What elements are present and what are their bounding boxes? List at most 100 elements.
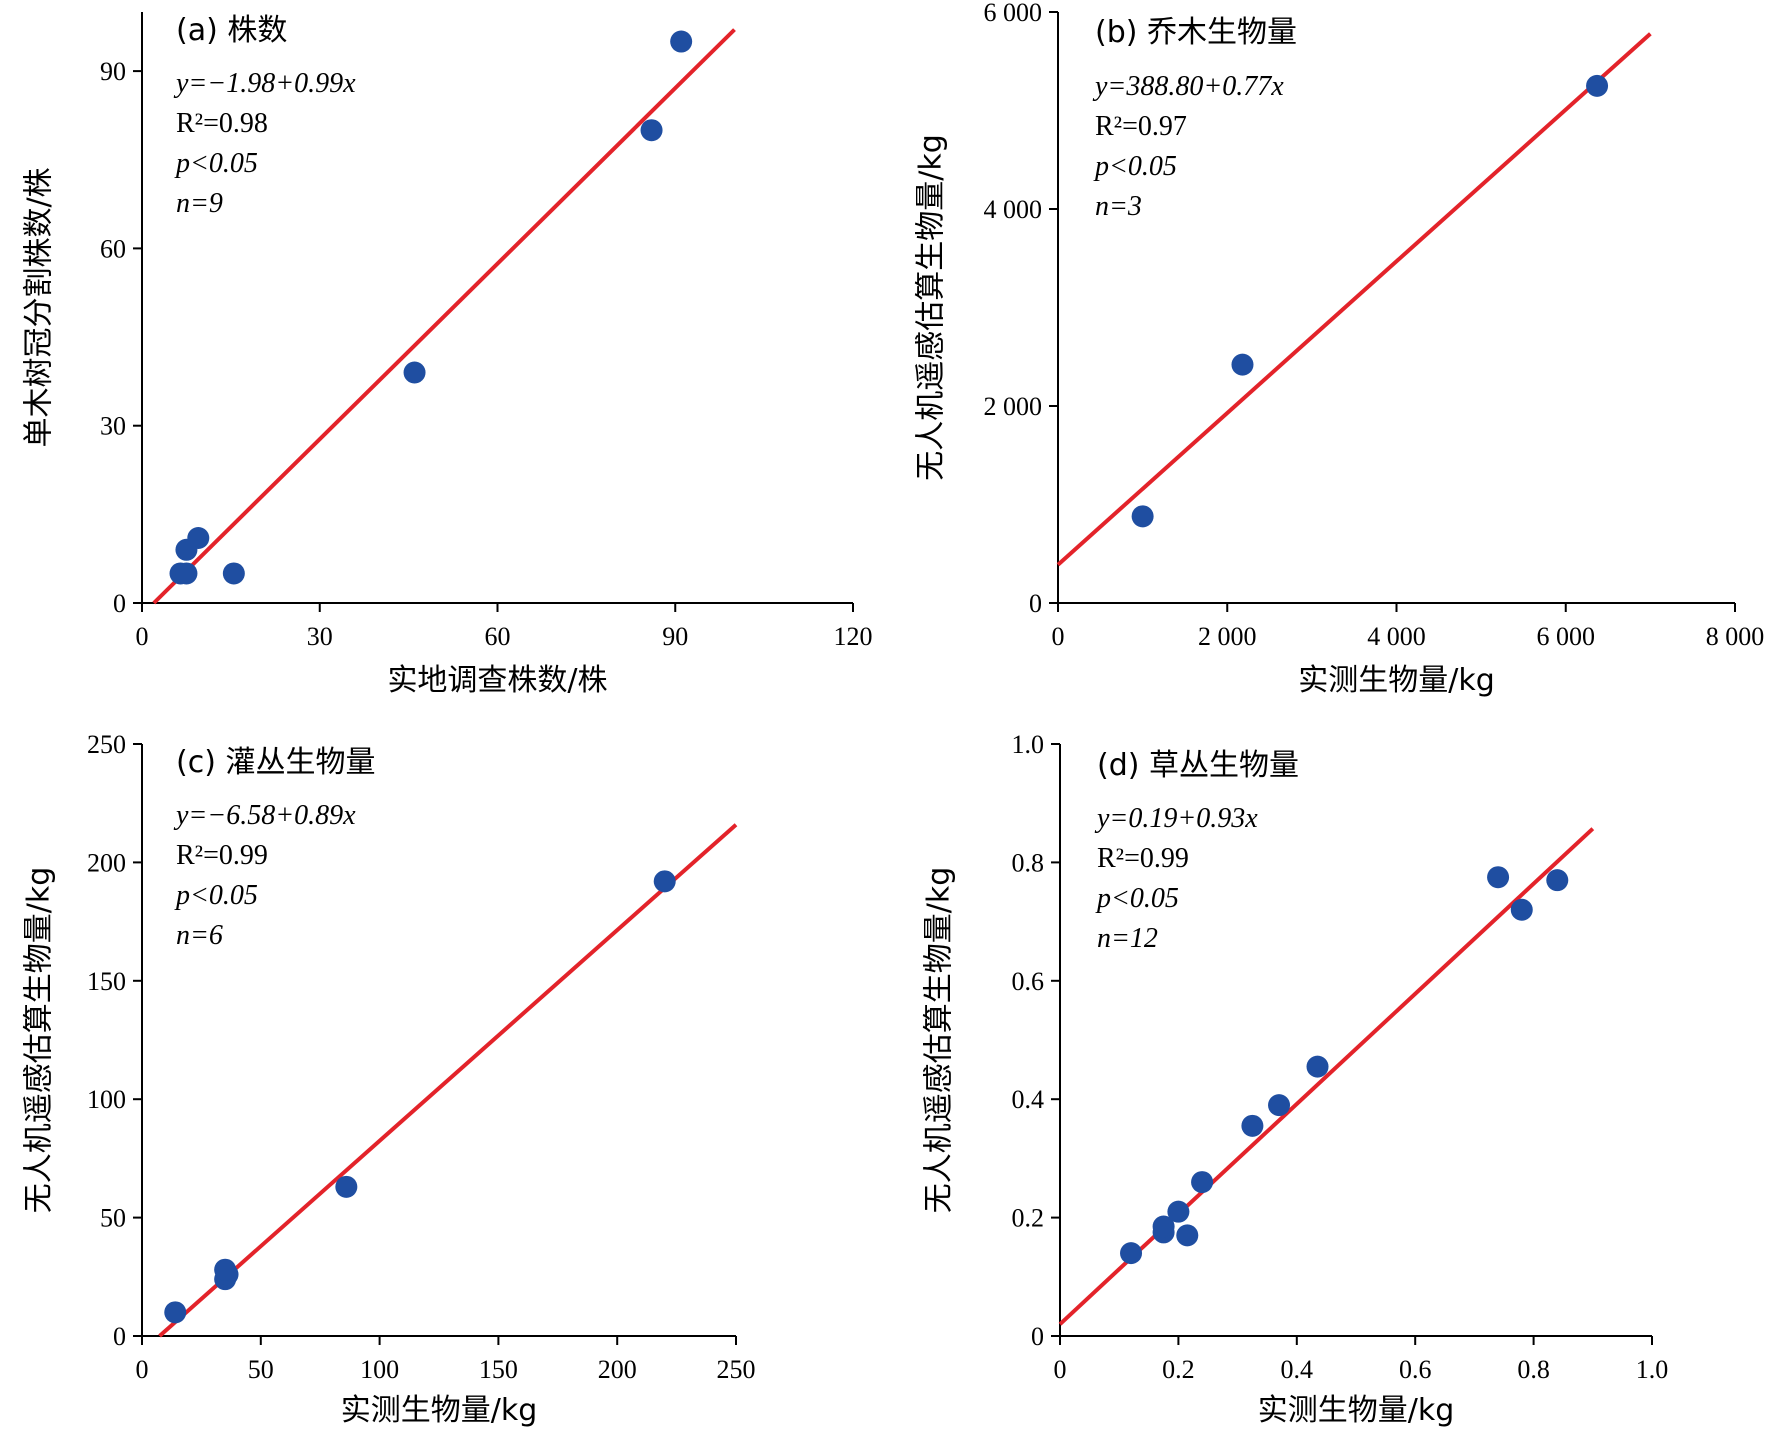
data-point bbox=[1306, 1055, 1329, 1078]
x-tick-label: 1.0 bbox=[1636, 1355, 1669, 1384]
y-axis-title: 无人机遥感估算生物量/kg bbox=[914, 134, 949, 481]
x-tick-label: 4 000 bbox=[1367, 622, 1426, 651]
y-tick-label: 200 bbox=[87, 848, 126, 877]
stat-p: p<0.05 bbox=[174, 880, 258, 911]
y-tick-label: 100 bbox=[87, 1085, 126, 1114]
x-tick-label: 0.6 bbox=[1399, 1355, 1432, 1384]
data-point bbox=[1131, 505, 1154, 528]
x-tick-label: 6 000 bbox=[1537, 622, 1596, 651]
data-point bbox=[670, 30, 693, 53]
x-tick-label: 0.8 bbox=[1517, 1355, 1550, 1384]
x-tick-label: 90 bbox=[662, 622, 688, 651]
y-axis-title: 无人机遥感估算生物量/kg bbox=[922, 867, 957, 1214]
y-tick-label: 0.8 bbox=[1012, 848, 1045, 877]
stat-r2: R²=0.98 bbox=[176, 108, 268, 139]
x-tick-label: 30 bbox=[307, 622, 333, 651]
panel-d: 0 0.2 0.4 0.6 0.8 1.0 0 0.2 0.4 0.6 0.8 1.0 实测生物量/kg… bbox=[922, 730, 1669, 1428]
data-point bbox=[214, 1258, 237, 1281]
x-axis-title: 实测生物量/kg bbox=[1258, 1393, 1455, 1428]
x-axis-title: 实测生物量/kg bbox=[1298, 663, 1495, 698]
data-point bbox=[1268, 1094, 1291, 1117]
panel-c: 0 50 100 150 200 250 0 50 100 150 200 250 实测生物量/kg 无人… bbox=[22, 730, 756, 1428]
stat-p: p<0.05 bbox=[1093, 151, 1177, 182]
x-tick-label: 0 bbox=[1054, 1355, 1067, 1384]
data-point bbox=[1510, 898, 1533, 921]
panel-a: 0 30 60 90 120 0 30 60 90 实地调查株数/株 单木树冠分割株数/株 (a) 株… bbox=[22, 12, 873, 698]
y-tick-label: 30 bbox=[100, 412, 126, 441]
stat-n: n=9 bbox=[176, 188, 223, 219]
stat-equation: y=388.80+0.77x bbox=[1092, 71, 1284, 102]
x-tick-label: 0 bbox=[136, 1355, 149, 1384]
data-point bbox=[1231, 353, 1254, 376]
stat-n: n=3 bbox=[1095, 191, 1142, 222]
y-tick-label: 50 bbox=[100, 1204, 126, 1233]
x-tick-label: 120 bbox=[834, 622, 873, 651]
y-tick-label: 60 bbox=[100, 234, 126, 263]
stat-p: p<0.05 bbox=[174, 148, 258, 179]
data-point bbox=[403, 361, 426, 384]
x-tick-label: 0 bbox=[136, 622, 149, 651]
stat-equation: y=−1.98+0.99x bbox=[173, 68, 356, 99]
data-point bbox=[222, 562, 245, 585]
stat-r2: R²=0.99 bbox=[1097, 843, 1189, 874]
data-point bbox=[1176, 1224, 1199, 1247]
panel-title: (d) 草丛生物量 bbox=[1097, 748, 1299, 783]
x-tick-label: 8 000 bbox=[1706, 622, 1765, 651]
panel-title: (a) 株数 bbox=[176, 13, 287, 48]
y-tick-label: 0 bbox=[113, 1322, 126, 1351]
y-tick-label: 0 bbox=[113, 589, 126, 618]
stat-equation: y=−6.58+0.89x bbox=[173, 800, 356, 831]
x-tick-label: 150 bbox=[479, 1355, 518, 1384]
y-tick-label: 4 000 bbox=[984, 195, 1043, 224]
y-tick-label: 0 bbox=[1029, 589, 1042, 618]
y-tick-label: 150 bbox=[87, 967, 126, 996]
stat-r2: R²=0.99 bbox=[176, 840, 268, 871]
data-point bbox=[1191, 1171, 1214, 1194]
x-tick-label: 60 bbox=[485, 622, 511, 651]
x-axis-title: 实地调查株数/株 bbox=[387, 663, 607, 698]
data-point bbox=[1167, 1200, 1190, 1223]
x-tick-label: 0.4 bbox=[1281, 1355, 1314, 1384]
data-point bbox=[1586, 74, 1609, 97]
data-point bbox=[1152, 1215, 1175, 1238]
y-tick-label: 0.4 bbox=[1012, 1085, 1045, 1114]
regression-line bbox=[1056, 32, 1652, 567]
x-tick-label: 2 000 bbox=[1198, 622, 1257, 651]
panel-title: (c) 灌丛生物量 bbox=[176, 745, 375, 780]
stat-n: n=12 bbox=[1097, 923, 1158, 954]
y-tick-label: 1.0 bbox=[1012, 730, 1045, 759]
data-point bbox=[1487, 866, 1510, 889]
x-tick-label: 0 bbox=[1052, 622, 1065, 651]
y-tick-label: 90 bbox=[100, 57, 126, 86]
data-point bbox=[640, 119, 663, 142]
data-point bbox=[187, 526, 210, 549]
data-point bbox=[1546, 869, 1569, 892]
regression-line bbox=[152, 28, 736, 605]
x-tick-label: 250 bbox=[717, 1355, 756, 1384]
regression-line bbox=[1058, 827, 1595, 1326]
y-tick-label: 0.2 bbox=[1012, 1204, 1045, 1233]
data-point bbox=[175, 562, 198, 585]
y-axis-title: 单木树冠分割株数/株 bbox=[22, 167, 57, 447]
x-tick-label: 100 bbox=[360, 1355, 399, 1384]
y-axis-title: 无人机遥感估算生物量/kg bbox=[22, 867, 57, 1214]
x-axis-title: 实测生物量/kg bbox=[341, 1393, 538, 1428]
stat-p: p<0.05 bbox=[1095, 883, 1179, 914]
stat-equation: y=0.19+0.93x bbox=[1094, 803, 1258, 834]
panel-b: 0 2 000 4 000 6 000 8 000 0 2 000 4 000 6 000 实测生… bbox=[914, 0, 1765, 698]
y-tick-label: 2 000 bbox=[984, 392, 1043, 421]
data-point bbox=[335, 1175, 358, 1198]
x-tick-label: 50 bbox=[248, 1355, 274, 1384]
data-point bbox=[164, 1301, 187, 1324]
panel-title: (b) 乔木生物量 bbox=[1095, 15, 1297, 50]
y-tick-label: 6 000 bbox=[984, 0, 1043, 27]
x-tick-label: 0.2 bbox=[1162, 1355, 1195, 1384]
y-tick-label: 0 bbox=[1031, 1322, 1044, 1351]
stat-n: n=6 bbox=[176, 920, 223, 951]
data-point bbox=[653, 870, 676, 893]
data-point bbox=[1241, 1114, 1264, 1137]
stat-r2: R²=0.97 bbox=[1095, 111, 1187, 142]
x-tick-label: 200 bbox=[598, 1355, 637, 1384]
y-tick-label: 0.6 bbox=[1012, 967, 1045, 996]
